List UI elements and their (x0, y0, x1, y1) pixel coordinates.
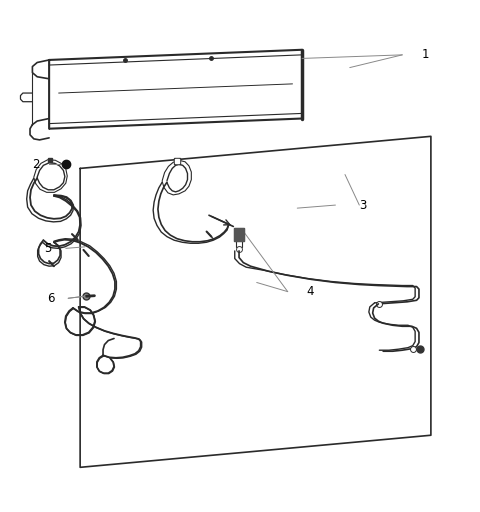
Text: 3: 3 (360, 199, 367, 211)
Text: 2: 2 (33, 158, 40, 171)
Text: 1: 1 (421, 48, 429, 61)
Text: 6: 6 (47, 292, 54, 305)
Text: 5: 5 (44, 242, 52, 255)
Polygon shape (234, 228, 244, 241)
Text: 4: 4 (307, 285, 314, 298)
